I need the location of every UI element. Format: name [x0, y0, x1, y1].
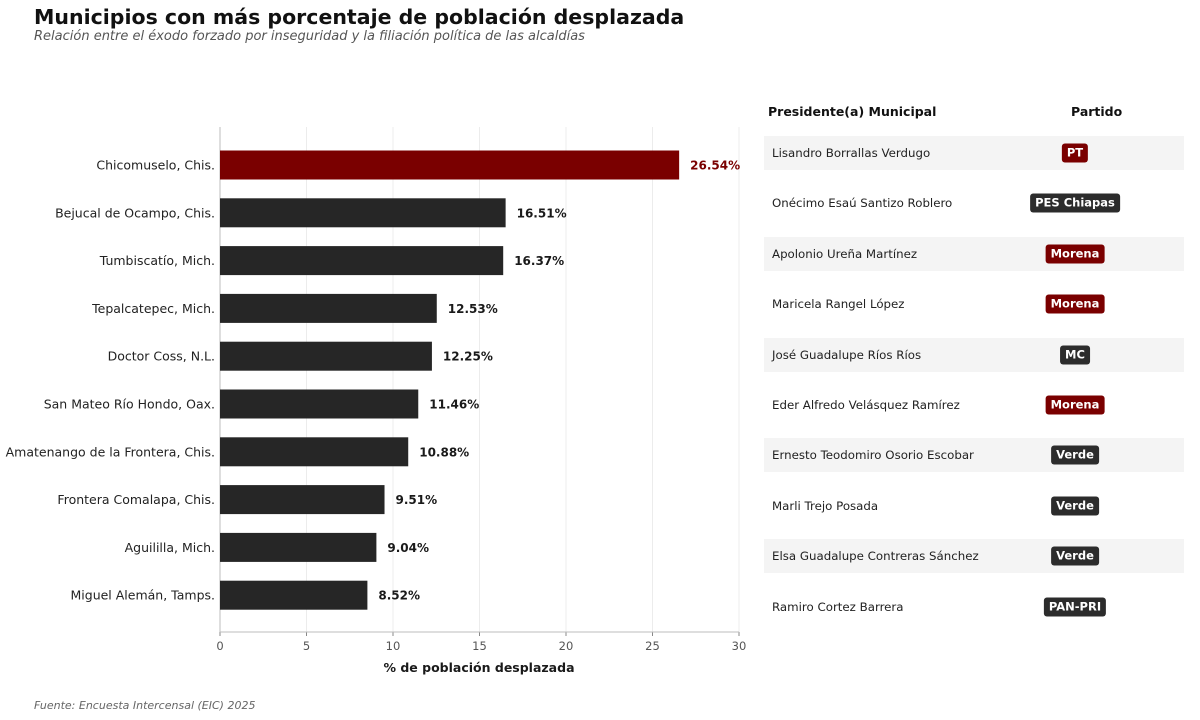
- party-badge: PT: [1061, 143, 1089, 163]
- x-tick-label: 10: [386, 639, 401, 653]
- bar: [220, 293, 437, 323]
- mayor-name: Lisandro Borrallas Verdugo: [772, 146, 931, 160]
- table-row: Apolonio Ureña Martínez Morena: [764, 236, 1184, 271]
- party-badge: PES Chiapas: [1030, 193, 1120, 213]
- bar: [220, 532, 377, 562]
- category-label: Bejucal de Ocampo, Chis.: [55, 205, 215, 220]
- mayor-name: Onécimo Esaú Santizo Roblero: [772, 196, 953, 211]
- category-label: San Mateo Río Hondo, Oax.: [44, 397, 215, 412]
- chart-title: Municipios con más porcentaje de poblaci…: [34, 5, 685, 29]
- mayor-name: Ernesto Teodomiro Osorio Escobar: [772, 448, 974, 463]
- party-badge: Verde: [1051, 445, 1099, 465]
- data-label: 12.53%: [448, 302, 498, 316]
- table-row: Elsa Guadalupe Contreras Sánchez Verde: [764, 539, 1184, 574]
- mayor-name: Apolonio Ureña Martínez: [772, 246, 918, 261]
- table-row: José Guadalupe Ríos Ríos MC: [764, 337, 1184, 372]
- table-header-party: Partido: [1071, 104, 1123, 119]
- bar: [220, 485, 385, 515]
- bar: [220, 150, 680, 180]
- mayor-name: Maricela Rangel López: [772, 297, 905, 312]
- category-label: Tepalcatepec, Mich.: [91, 301, 215, 316]
- table-row: Ramiro Cortez Barrera PAN-PRI: [764, 590, 1184, 624]
- data-label: 10.88%: [419, 445, 469, 459]
- data-label: 9.04%: [387, 541, 429, 555]
- category-label: Aguililla, Mich.: [125, 540, 215, 555]
- mayor-name: Elsa Guadalupe Contreras Sánchez: [772, 549, 979, 564]
- x-tick-label: 25: [645, 639, 660, 653]
- bar: [220, 198, 506, 228]
- chart-subtitle: Relación entre el éxodo forzado por inse…: [34, 29, 585, 44]
- x-tick-label: 5: [303, 639, 310, 653]
- data-label: 11.46%: [429, 398, 479, 412]
- mayor-name: Marli Trejo Posada: [772, 498, 879, 513]
- party-badge: Morena: [1045, 244, 1105, 264]
- data-label: 12.25%: [443, 350, 493, 364]
- data-label: 26.54%: [690, 159, 740, 173]
- category-label: Tumbiscatío, Mich.: [99, 253, 215, 268]
- bar: [220, 437, 409, 467]
- mayor-name: Ramiro Cortez Barrera: [772, 599, 904, 614]
- bar-chart: 0 5 10 15 20 25 30 Chicomuselo, Chis. 26.54% Beju…: [6, 127, 747, 675]
- table-row: Ernesto Teodomiro Osorio Escobar Verde: [764, 438, 1184, 473]
- table-row: Maricela Rangel López Morena: [764, 287, 1184, 321]
- category-label: Chicomuselo, Chis.: [96, 158, 215, 173]
- party-badge: Verde: [1051, 546, 1099, 566]
- category-label: Miguel Alemán, Tamps.: [71, 588, 216, 603]
- table-row: Eder Alfredo Velásquez Ramírez Morena: [764, 388, 1184, 422]
- data-label: 16.51%: [517, 206, 567, 220]
- bar: [220, 389, 419, 419]
- party-badge: Verde: [1051, 496, 1099, 516]
- x-tick-label: 0: [216, 639, 223, 653]
- party-badge: PAN-PRI: [1043, 597, 1107, 617]
- bar: [220, 246, 504, 276]
- x-tick-label: 20: [559, 639, 574, 653]
- category-label: Amatenango de la Frontera, Chis.: [6, 444, 215, 459]
- party-badge: Morena: [1045, 294, 1105, 314]
- table-row: Lisandro Borrallas Verdugo PT: [764, 136, 1184, 170]
- party-badge: Morena: [1045, 395, 1105, 415]
- table-header-name: Presidente(a) Municipal: [768, 104, 937, 119]
- party-badge: MC: [1060, 345, 1090, 365]
- table-row: Marli Trejo Posada Verde: [764, 489, 1184, 523]
- data-label: 8.52%: [378, 589, 420, 603]
- data-label: 9.51%: [396, 493, 438, 507]
- data-label: 16.37%: [514, 254, 564, 268]
- x-tick-label: 15: [472, 639, 487, 653]
- x-axis-title: % de población desplazada: [383, 660, 574, 675]
- category-label: Frontera Comalapa, Chis.: [57, 492, 215, 507]
- mayor-name: José Guadalupe Ríos Ríos: [772, 347, 922, 362]
- bar: [220, 341, 432, 371]
- source-note: Fuente: Encuesta Intercensal (EIC) 2025: [34, 699, 256, 712]
- x-tick-label: 30: [732, 639, 747, 653]
- bar: [220, 580, 368, 610]
- mayor-name: Eder Alfredo Velásquez Ramírez: [772, 398, 960, 412]
- table-row: Onécimo Esaú Santizo Roblero PES Chiapas: [764, 186, 1184, 220]
- category-label: Doctor Coss, N.L.: [108, 349, 215, 364]
